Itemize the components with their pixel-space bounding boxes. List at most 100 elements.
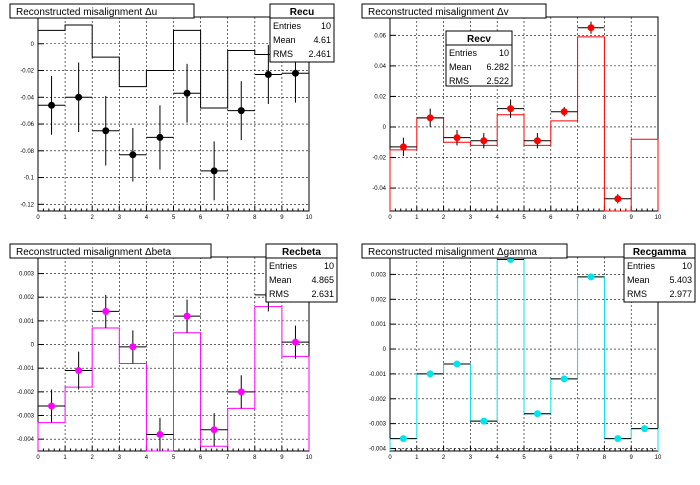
x-tick-label: 5 [172, 455, 176, 461]
title-frame [9, 3, 195, 19]
y-tick-label: 0.003 [19, 272, 35, 278]
data-point [65, 351, 93, 390]
x-tick-label: 1 [415, 455, 419, 461]
y-tick-label: 0.002 [19, 295, 35, 301]
x-tick-label: 7 [226, 215, 230, 221]
x-tick-label: 3 [118, 215, 122, 221]
x-tick-label: 2 [91, 455, 95, 461]
marker [480, 417, 488, 425]
x-tick-label: 3 [118, 455, 122, 461]
x-tick-label: 0 [388, 455, 392, 461]
data-point [92, 294, 120, 328]
x-tick-label: 5 [522, 215, 526, 221]
y-tick-label: -0.02 [372, 156, 386, 162]
stats-rms-label: RMS [273, 49, 293, 59]
stats-entries-label: Entries [269, 261, 298, 271]
x-tick-label: 3 [469, 455, 473, 461]
y-tick-label: 0.002 [371, 297, 387, 303]
stats-mean-label: Mean [627, 275, 650, 285]
data-point [227, 81, 255, 141]
x-tick-label: 0 [36, 215, 40, 221]
x-tick-label: 2 [442, 455, 446, 461]
marker [533, 137, 541, 145]
marker [210, 167, 218, 175]
y-tick-label: -0.001 [369, 372, 387, 378]
y-tick-label: -0.004 [369, 447, 387, 453]
y-tick-label: 0.003 [371, 272, 387, 278]
x-tick-label: 1 [63, 215, 67, 221]
marker [102, 307, 110, 315]
data-point [65, 62, 93, 133]
x-tick-label: 8 [603, 215, 607, 221]
x-tick-label: 2 [442, 215, 446, 221]
marker [399, 435, 407, 443]
x-tick-label: 8 [253, 215, 257, 221]
x-tick-label: 6 [549, 455, 553, 461]
x-tick-label: 8 [253, 455, 257, 461]
x-tick-label: 4 [496, 215, 500, 221]
y-tick-label: 0.001 [371, 322, 387, 328]
marker [426, 370, 434, 378]
data-point [577, 273, 605, 281]
marker [587, 273, 595, 281]
stats-rms-label: RMS [449, 76, 469, 86]
data-point [281, 325, 309, 359]
x-tick-label: 5 [172, 215, 176, 221]
marker [480, 137, 488, 145]
stats-entries-value: 10 [324, 261, 334, 271]
stats-mean-value: 5.403 [669, 275, 692, 285]
y-tick-label: -0.002 [17, 390, 35, 396]
x-tick-label: 10 [655, 215, 662, 221]
x-tick-label: 6 [549, 215, 553, 221]
plot-beta: 0 1 2 3 4 5 6 7 8 9 10 0.003 0.002 0.001 0 -0.001 -0.002… [9, 243, 338, 461]
stats-rms-value: 2.977 [669, 289, 692, 299]
x-tick-label: 8 [603, 455, 607, 461]
data-point [200, 413, 228, 447]
data-point [146, 417, 174, 451]
marker [614, 195, 622, 203]
data-point [524, 133, 551, 149]
y-tick-label: -0.02 [20, 69, 34, 75]
stats-mean-label: Mean [449, 62, 472, 72]
marker [614, 435, 622, 443]
marker [129, 151, 137, 159]
x-tick-label: 5 [522, 455, 526, 461]
plot-gamma: 0 1 2 3 4 5 6 7 8 9 10 0.003 0.002 0.001 0 -0.001 -0.002… [361, 243, 696, 461]
stats-entries-value: 10 [499, 48, 509, 58]
y-tick-label: 0 [31, 42, 35, 48]
marker [48, 402, 56, 410]
marker [641, 425, 649, 433]
y-tick-label: 0 [383, 125, 387, 131]
y-tick-label: -0.12 [20, 202, 34, 208]
data-point [173, 299, 201, 333]
x-tick-label: 9 [280, 455, 284, 461]
x-tick-label: 3 [469, 215, 473, 221]
data-point [146, 105, 174, 170]
data-point [497, 99, 524, 118]
data-point [604, 194, 632, 204]
marker [507, 105, 515, 113]
stats-entries-label: Entries [627, 261, 656, 271]
plot-title: Reconstructed misalignment Δgamma [368, 247, 537, 258]
x-tick-label: 7 [576, 455, 580, 461]
data-point [200, 141, 228, 201]
data-point [173, 63, 201, 123]
y-tick-label: 0.04 [374, 64, 386, 70]
plot-title-box: Reconstructed misalignment Δbeta [9, 243, 212, 259]
data-point [470, 133, 498, 149]
x-tick-label: 1 [63, 455, 67, 461]
y-tick-label: -0.08 [20, 149, 34, 155]
marker [156, 133, 164, 141]
plot-v: 0 1 2 3 4 5 6 7 8 9 10 0.06 0.04 0.02 0 -0.02 -0.04 Recon… [361, 3, 662, 221]
stats-box: Recbeta Entries 10 Mean 4.865 RMS 2.631 [265, 243, 338, 303]
marker [237, 388, 245, 396]
marker [75, 93, 83, 101]
x-tick-label: 10 [306, 455, 313, 461]
marker [210, 426, 218, 434]
stats-frame [623, 243, 696, 303]
marker [453, 360, 461, 368]
x-tick-label: 10 [306, 215, 313, 221]
y-tick-label: -0.001 [17, 366, 35, 372]
marker [453, 134, 461, 142]
